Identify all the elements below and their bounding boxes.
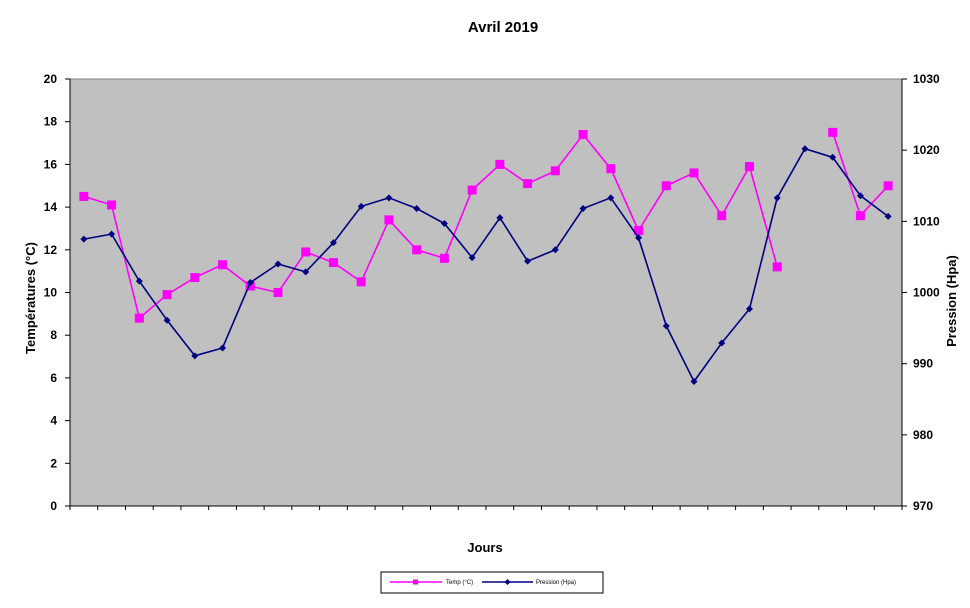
temp-series-line xyxy=(83,133,778,320)
pressure-point xyxy=(191,352,199,360)
temp-point xyxy=(550,166,560,176)
temp-point xyxy=(245,281,255,291)
y-left-tick-label: 10 xyxy=(44,286,58,300)
y-left-tick-label: 12 xyxy=(44,243,58,257)
temp-point xyxy=(606,164,616,174)
y-left-tick-label: 4 xyxy=(50,414,57,428)
plot-area xyxy=(69,78,903,507)
y-right-tick-label: 970 xyxy=(913,499,933,513)
temp-point xyxy=(79,191,89,201)
temp-point xyxy=(578,130,588,140)
temp-point xyxy=(384,215,394,225)
pressure-point xyxy=(607,194,615,202)
pressure-point xyxy=(274,260,282,268)
y-left-tick-label: 6 xyxy=(50,371,57,385)
temp-point xyxy=(134,313,144,323)
temp-point xyxy=(439,253,449,263)
temp-point xyxy=(467,185,477,195)
pressure-point xyxy=(329,239,337,247)
pressure-point xyxy=(579,205,587,213)
y-left-tick-label: 2 xyxy=(50,456,57,470)
pressure-point xyxy=(108,230,116,238)
pressure-point xyxy=(718,339,726,347)
y-left-tick-label: 0 xyxy=(50,499,57,513)
temp-point xyxy=(218,260,228,270)
y-left-tick-label: 16 xyxy=(44,157,58,171)
temp-point xyxy=(273,288,283,297)
pressure-point xyxy=(662,322,670,330)
y-left-tick-label: 8 xyxy=(50,328,57,342)
temp-point xyxy=(828,127,838,137)
pressure-point xyxy=(690,377,698,385)
temp-point xyxy=(356,277,366,287)
pressure-point xyxy=(551,246,559,254)
pressure-point xyxy=(357,202,365,210)
pressure-series-line xyxy=(83,147,889,384)
pressure-point xyxy=(496,214,504,222)
chart-title: Avril 2019 xyxy=(468,19,538,36)
temp-point xyxy=(301,247,311,257)
x-axis-title: Jours xyxy=(467,540,502,555)
pressure-point xyxy=(468,254,476,262)
pressure-point xyxy=(745,305,753,313)
temp-point xyxy=(689,168,699,178)
legend: Temp (°C) Pression (Hpa) xyxy=(380,571,604,594)
pressure-point xyxy=(246,279,254,287)
temp-point xyxy=(328,258,338,268)
y-right-tick-label: 1020 xyxy=(913,143,940,157)
legend-pressure-marker xyxy=(504,579,511,585)
temp-point xyxy=(190,273,200,283)
pressure-point xyxy=(829,153,837,161)
pressure-point xyxy=(801,145,809,153)
pressure-point xyxy=(413,205,421,213)
y-right-tick-label: 990 xyxy=(913,357,933,371)
y-right-tick-label: 1030 xyxy=(913,72,940,86)
y-axis-right-title: Pression (Hpa) xyxy=(944,255,959,347)
temp-point xyxy=(883,181,893,191)
temp-point xyxy=(495,159,505,169)
pressure-point xyxy=(385,194,393,202)
y-axis-left-title: Températures (°C) xyxy=(23,242,38,354)
pressure-point xyxy=(163,316,171,324)
temp-point xyxy=(661,181,671,191)
legend-pressure-label: Pression (Hpa) xyxy=(536,580,576,586)
axes: 0 2 4 6 8 10 12 14 16 18 20 970 980 990 1000 1010 1020 10… xyxy=(44,72,940,513)
legend-temp-marker xyxy=(413,579,418,585)
temp-point xyxy=(717,211,727,221)
pressure-point xyxy=(302,268,310,276)
y-right-tick-label: 980 xyxy=(913,428,933,442)
series-layer xyxy=(79,127,893,385)
pressure-point xyxy=(440,219,448,227)
pressure-point xyxy=(635,234,643,242)
temp-point xyxy=(634,226,644,236)
temp-point xyxy=(744,162,754,172)
pressure-point xyxy=(135,277,143,285)
y-right-tick-label: 1000 xyxy=(913,286,940,300)
y-left-tick-label: 14 xyxy=(44,200,58,214)
legend-temp-label: Temp (°C) xyxy=(446,580,473,586)
temp-point xyxy=(855,211,865,221)
temp-point xyxy=(523,179,533,189)
pressure-point xyxy=(80,235,88,243)
y-right-tick-label: 1010 xyxy=(913,214,940,228)
pressure-point xyxy=(856,192,864,200)
y-left-tick-label: 20 xyxy=(44,72,58,86)
y-left-tick-label: 18 xyxy=(44,115,58,129)
pressure-point xyxy=(219,344,227,352)
temp-point xyxy=(412,245,422,255)
pressure-point xyxy=(524,257,532,265)
temp-point xyxy=(107,200,117,210)
temp-point xyxy=(162,290,172,300)
temp-point xyxy=(772,262,782,272)
pressure-point xyxy=(884,212,892,220)
pressure-point xyxy=(773,194,781,202)
